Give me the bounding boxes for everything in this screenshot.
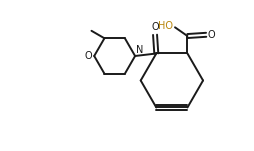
Text: O: O [208,30,216,40]
Text: N: N [136,45,144,55]
Text: O: O [151,22,159,32]
Text: HO: HO [158,21,173,31]
Text: O: O [84,51,92,61]
